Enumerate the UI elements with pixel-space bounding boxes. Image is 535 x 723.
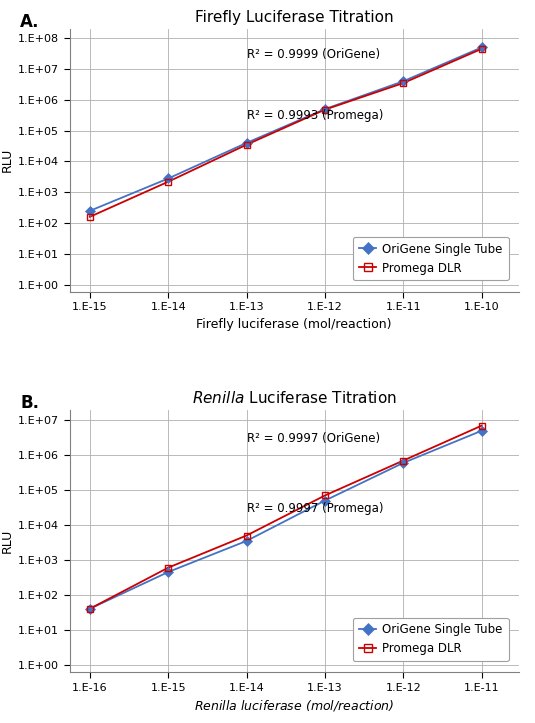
Legend: OriGene Single Tube, Promega DLR: OriGene Single Tube, Promega DLR (353, 236, 509, 281)
Legend: OriGene Single Tube, Promega DLR: OriGene Single Tube, Promega DLR (353, 617, 509, 662)
Y-axis label: RLU: RLU (1, 148, 14, 172)
Text: B.: B. (20, 394, 39, 412)
Text: R² = 0.9999 (OriGene): R² = 0.9999 (OriGene) (247, 48, 380, 61)
Title: Firefly Luciferase Titration: Firefly Luciferase Titration (195, 10, 394, 25)
Text: A.: A. (20, 13, 40, 31)
X-axis label: $\it{Renilla}$ luciferase (mol/reaction): $\it{Renilla}$ luciferase (mol/reaction) (194, 698, 394, 714)
Text: R² = 0.9993 (Promega): R² = 0.9993 (Promega) (247, 109, 383, 122)
Title: $\it{Renilla}$ Luciferase Titration: $\it{Renilla}$ Luciferase Titration (192, 390, 397, 406)
Y-axis label: RLU: RLU (1, 529, 14, 553)
X-axis label: Firefly luciferase (mol/reaction): Firefly luciferase (mol/reaction) (196, 317, 392, 330)
Text: R² = 0.9997 (Promega): R² = 0.9997 (Promega) (247, 502, 383, 515)
Text: R² = 0.9997 (OriGene): R² = 0.9997 (OriGene) (247, 432, 380, 445)
